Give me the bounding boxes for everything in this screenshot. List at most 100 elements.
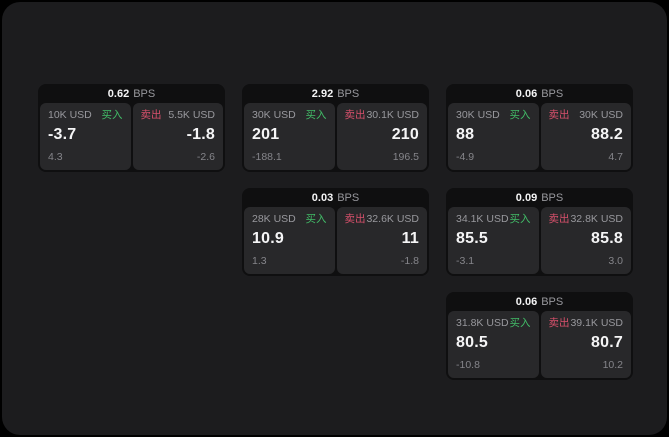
sell-quote-panel[interactable]: 卖出 30K USD 88.2 4.7 xyxy=(540,103,631,170)
sell-notional: 5.5K USD xyxy=(168,109,215,121)
bps-header: 2.92 BPS xyxy=(244,86,427,103)
buy-delta: -10.8 xyxy=(456,359,480,372)
quote-card: 2.92 BPS 30K USD 买入 201 -188.1 卖出 30.1K … xyxy=(242,84,429,172)
bps-header: 0.09 BPS xyxy=(448,190,631,207)
buy-quote-header: 31.8K USD 买入 xyxy=(456,317,531,330)
sell-notional: 30K USD xyxy=(579,109,623,121)
bps-unit-label: BPS xyxy=(541,192,564,204)
buy-notional: 30K USD xyxy=(456,109,500,121)
buy-quote-header: 30K USD 买入 xyxy=(456,109,531,122)
bps-unit-label: BPS xyxy=(337,88,360,100)
sell-side-label: 卖出 xyxy=(548,213,570,225)
buy-side-label: 买入 xyxy=(101,109,123,121)
bps-value: 0.06 xyxy=(515,296,538,308)
sell-delta: -1.8 xyxy=(400,255,419,268)
buy-quote-panel[interactable]: 30K USD 买入 201 -188.1 xyxy=(244,103,335,170)
sell-delta: 4.7 xyxy=(608,151,623,164)
bps-header: 0.06 BPS xyxy=(448,294,631,311)
buy-side-label: 买入 xyxy=(509,317,531,329)
buy-delta: -4.9 xyxy=(456,151,475,164)
bps-unit-label: BPS xyxy=(541,296,564,308)
buy-side-label: 买入 xyxy=(509,109,531,121)
buy-quote-panel[interactable]: 31.8K USD 买入 80.5 -10.8 xyxy=(448,311,539,378)
quote-card-body: 34.1K USD 买入 85.5 -3.1 卖出 32.8K USD 85.8… xyxy=(448,207,631,274)
sell-price: 88.2 xyxy=(591,125,623,143)
buy-side-label: 买入 xyxy=(305,213,327,225)
bps-header: 0.03 BPS xyxy=(244,190,427,207)
sell-notional: 39.1K USD xyxy=(570,317,623,329)
buy-quote-panel[interactable]: 30K USD 买入 88 -4.9 xyxy=(448,103,539,170)
sell-quote-header: 卖出 32.6K USD xyxy=(344,213,420,226)
bps-unit-label: BPS xyxy=(133,88,156,100)
buy-quote-header: 10K USD 买入 xyxy=(48,109,123,122)
quote-card-body: 31.8K USD 买入 80.5 -10.8 卖出 39.1K USD 80.… xyxy=(448,311,631,378)
sell-notional: 32.8K USD xyxy=(570,213,623,225)
buy-notional: 34.1K USD xyxy=(456,213,509,225)
quote-card-body: 10K USD 买入 -3.7 4.3 卖出 5.5K USD -1.8 -2.… xyxy=(40,103,223,170)
quote-card: 0.62 BPS 10K USD 买入 -3.7 4.3 卖出 5.5K USD… xyxy=(38,84,225,172)
sell-price: 210 xyxy=(391,125,419,143)
quote-card-body: 30K USD 买入 201 -188.1 卖出 30.1K USD 210 1… xyxy=(244,103,427,170)
bps-unit-label: BPS xyxy=(541,88,564,100)
buy-price: 10.9 xyxy=(252,229,284,247)
buy-quote-header: 30K USD 买入 xyxy=(252,109,327,122)
buy-notional: 28K USD xyxy=(252,213,296,225)
buy-quote-panel[interactable]: 10K USD 买入 -3.7 4.3 xyxy=(40,103,131,170)
bps-unit-label: BPS xyxy=(337,192,360,204)
buy-price: 88 xyxy=(456,125,475,143)
sell-side-label: 卖出 xyxy=(344,213,366,225)
quote-card-body: 28K USD 买入 10.9 1.3 卖出 32.6K USD 11 -1.8 xyxy=(244,207,427,274)
buy-quote-header: 28K USD 买入 xyxy=(252,213,327,226)
sell-quote-header: 卖出 30K USD xyxy=(549,109,624,122)
sell-delta: 3.0 xyxy=(608,255,623,268)
sell-delta: -2.6 xyxy=(196,151,215,164)
bps-value: 0.06 xyxy=(515,88,538,100)
sell-quote-header: 卖出 32.8K USD xyxy=(548,213,624,226)
buy-side-label: 买入 xyxy=(509,213,531,225)
buy-delta: 1.3 xyxy=(252,255,267,268)
quote-card-body: 30K USD 买入 88 -4.9 卖出 30K USD 88.2 4.7 xyxy=(448,103,631,170)
buy-price: 85.5 xyxy=(456,229,488,247)
buy-notional: 30K USD xyxy=(252,109,296,121)
bps-value: 2.92 xyxy=(311,88,334,100)
sell-price: 11 xyxy=(401,229,419,247)
bps-header: 0.62 BPS xyxy=(40,86,223,103)
sell-price: 80.7 xyxy=(591,333,623,351)
bps-value: 0.03 xyxy=(311,192,334,204)
bps-value: 0.09 xyxy=(515,192,538,204)
sell-price: 85.8 xyxy=(591,229,623,247)
sell-notional: 32.6K USD xyxy=(366,213,419,225)
sell-quote-header: 卖出 5.5K USD xyxy=(140,109,216,122)
buy-delta: -3.1 xyxy=(456,255,475,268)
sell-quote-panel[interactable]: 卖出 39.1K USD 80.7 10.2 xyxy=(540,311,631,378)
buy-side-label: 买入 xyxy=(305,109,327,121)
sell-side-label: 卖出 xyxy=(548,317,570,329)
sell-side-label: 卖出 xyxy=(344,109,366,121)
sell-delta: 10.2 xyxy=(602,359,623,372)
buy-price: 201 xyxy=(252,125,280,143)
buy-price: 80.5 xyxy=(456,333,488,351)
buy-price: -3.7 xyxy=(48,125,77,143)
buy-delta: -188.1 xyxy=(252,151,282,164)
sell-quote-panel[interactable]: 卖出 32.6K USD 11 -1.8 xyxy=(336,207,427,274)
sell-notional: 30.1K USD xyxy=(366,109,419,121)
sell-quote-panel[interactable]: 卖出 30.1K USD 210 196.5 xyxy=(336,103,427,170)
buy-notional: 31.8K USD xyxy=(456,317,509,329)
sell-delta: 196.5 xyxy=(392,151,419,164)
sell-price: -1.8 xyxy=(186,125,215,143)
sell-quote-panel[interactable]: 卖出 32.8K USD 85.8 3.0 xyxy=(540,207,631,274)
quote-card: 0.03 BPS 28K USD 买入 10.9 1.3 卖出 32.6K US… xyxy=(242,188,429,276)
buy-quote-panel[interactable]: 34.1K USD 买入 85.5 -3.1 xyxy=(448,207,539,274)
sell-side-label: 卖出 xyxy=(140,109,162,121)
sell-quote-panel[interactable]: 卖出 5.5K USD -1.8 -2.6 xyxy=(132,103,223,170)
quote-card: 0.06 BPS 31.8K USD 买入 80.5 -10.8 卖出 39.1… xyxy=(446,292,633,380)
buy-quote-panel[interactable]: 28K USD 买入 10.9 1.3 xyxy=(244,207,335,274)
sell-quote-header: 卖出 39.1K USD xyxy=(548,317,624,330)
buy-quote-header: 34.1K USD 买入 xyxy=(456,213,531,226)
buy-delta: 4.3 xyxy=(48,151,63,164)
quote-card: 0.09 BPS 34.1K USD 买入 85.5 -3.1 卖出 32.8K… xyxy=(446,188,633,276)
bps-header: 0.06 BPS xyxy=(448,86,631,103)
buy-notional: 10K USD xyxy=(48,109,92,121)
